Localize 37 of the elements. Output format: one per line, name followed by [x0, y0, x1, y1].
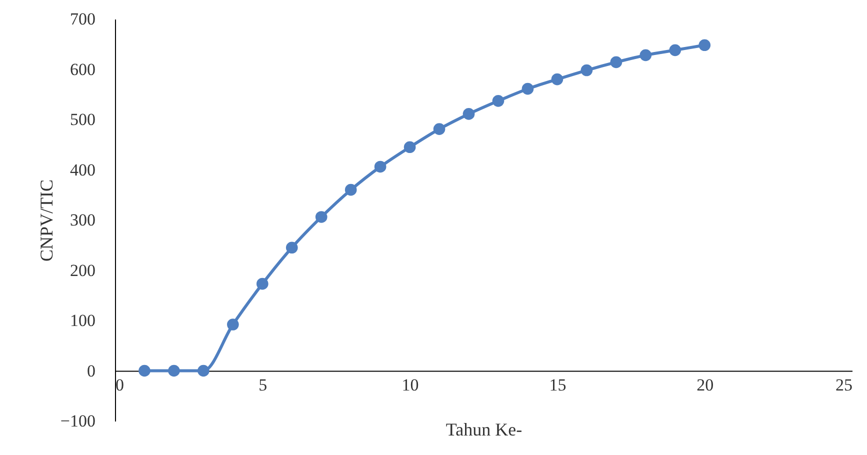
y-tick-label: 600 [70, 60, 96, 79]
y-tick-label: 100 [70, 311, 96, 330]
x-tick-label: 20 [696, 375, 714, 394]
point [198, 364, 210, 377]
x-tick-label: 15 [549, 375, 566, 394]
y-tick-label: 300 [70, 210, 96, 230]
x-tick-label: 25 [836, 375, 852, 394]
point [551, 73, 564, 86]
y-tick-label: 0 [87, 361, 96, 380]
y-tick-label: 400 [70, 160, 96, 180]
x-tick-label: 10 [402, 375, 419, 394]
y-tick-label: 500 [70, 110, 96, 129]
point [492, 95, 504, 107]
y-axis-title: CNPV/TIC [36, 179, 56, 262]
point [462, 108, 475, 120]
point [374, 160, 386, 173]
point [404, 141, 416, 154]
y-tick-label: −100 [60, 412, 96, 430]
x-tick-label: 0 [116, 375, 124, 394]
point [669, 44, 682, 56]
point [580, 64, 593, 76]
y-tick-label: 700 [70, 10, 96, 28]
point [315, 211, 328, 223]
point [286, 242, 298, 254]
y-tick-label: 200 [70, 260, 96, 280]
x-axis-title: Tahun Ke- [446, 419, 522, 440]
point [138, 364, 150, 377]
point [610, 56, 622, 68]
point [344, 184, 357, 196]
point [433, 123, 446, 135]
x-tick-label: 5 [258, 375, 268, 394]
point [256, 278, 268, 290]
point [640, 49, 652, 62]
point [227, 318, 239, 330]
point [168, 364, 180, 377]
point [522, 82, 534, 95]
point [698, 39, 711, 52]
